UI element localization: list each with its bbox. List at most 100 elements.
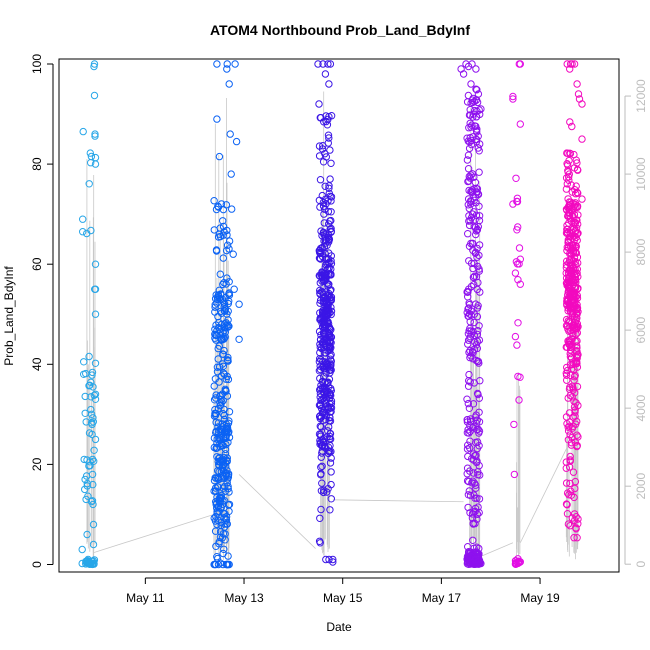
data-point [225,417,233,425]
data-point [221,536,229,544]
data-point [563,501,571,509]
data-point [211,560,219,569]
data-point [472,411,480,419]
data-point [225,237,234,245]
trace-connector [480,542,514,557]
data-point [470,491,478,499]
data-point [316,514,324,522]
data-point [230,285,238,293]
data-point [475,461,483,470]
data-point [91,260,100,268]
data-point [465,348,473,357]
data-point [217,290,225,298]
data-point [327,159,335,168]
data-point [470,272,479,280]
data-point [223,241,232,249]
data-point [211,405,219,414]
data-point [563,510,572,518]
data-point [212,542,220,550]
data-point [318,462,326,470]
data-point [325,189,333,198]
data-point [470,185,478,193]
data-point [321,276,330,284]
data-point [566,304,574,312]
data-point [473,416,481,424]
data-point [474,302,482,310]
data-point [473,344,481,353]
y-tick-label: 80 [30,157,44,171]
data-point [218,320,226,328]
data-point [317,314,325,323]
data-point [325,184,333,193]
data-point [463,395,471,403]
data-point [470,259,478,268]
data-point [463,470,471,478]
data-point [320,486,328,494]
data-point [325,249,333,257]
data-point [471,519,479,528]
data-point [219,441,227,450]
data-point [211,303,219,311]
data-point [326,506,334,514]
data-point [571,296,579,304]
data-point [223,466,231,474]
data-point [224,316,232,324]
data-point [224,475,232,483]
data-point [466,467,474,475]
data-point [472,65,480,73]
data-point [562,185,571,193]
data-point [222,280,230,288]
data-point [219,217,227,225]
point-layer [78,60,586,569]
data-point [221,385,230,393]
data-point [210,382,218,390]
data-point [80,455,88,464]
data-point [327,468,335,476]
data-point [90,446,98,454]
data-point [213,115,221,123]
data-point [472,113,481,121]
data-point [324,347,332,355]
data-point [574,520,582,528]
plot-box [58,58,620,573]
trace-connector [332,499,464,503]
data-point [224,323,232,331]
data-point [475,106,483,114]
data-point [327,270,335,278]
data-point [459,70,468,78]
data-point [217,309,226,317]
data-point [571,408,579,416]
data-point [468,479,476,487]
data-point [562,371,571,379]
data-point [473,125,481,133]
data-point [466,119,474,128]
data-point [319,60,327,68]
secondary-y-tick-label: 2000 [634,473,648,500]
data-point [470,422,478,431]
data-point [571,220,579,228]
data-point [465,550,473,558]
data-point [91,160,100,168]
data-point [79,215,87,223]
data-point [81,392,89,401]
data-point [320,210,328,218]
data-point [228,205,236,213]
data-point [221,445,230,454]
data-point [566,280,575,289]
data-point [516,558,524,566]
data-point [474,144,482,152]
data-point [475,336,484,344]
data-point [327,228,335,236]
data-point [578,135,586,143]
data-point [91,285,100,293]
data-point [570,397,578,405]
data-point [215,152,224,161]
data-point [469,355,477,363]
data-point [91,435,100,444]
data-point [219,254,228,262]
data-point [566,522,574,530]
data-point [511,269,520,277]
data-point [322,200,330,208]
data-point [215,342,224,350]
data-point [89,520,98,529]
